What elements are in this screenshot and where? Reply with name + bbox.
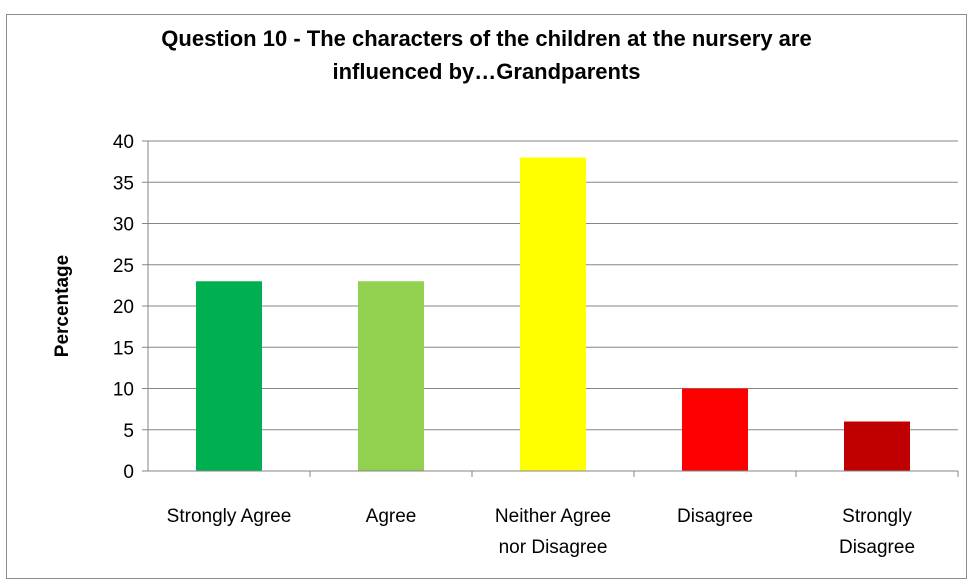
- y-tick-label: 0: [123, 462, 134, 483]
- bar: [520, 157, 586, 471]
- x-category-label: Neither Agree: [495, 506, 611, 527]
- x-category-label: Strongly: [842, 506, 912, 527]
- y-tick-label: 25: [113, 256, 134, 277]
- bar: [682, 388, 748, 471]
- y-tick-label: 40: [113, 132, 134, 153]
- y-axis-label: Percentage: [52, 255, 73, 357]
- y-tick-label: 20: [113, 297, 134, 318]
- x-category-label: Agree: [366, 506, 417, 527]
- y-tick-label: 10: [113, 380, 134, 401]
- y-tick-label: 5: [123, 421, 134, 442]
- x-category-label: Strongly Agree: [167, 506, 292, 527]
- bar: [358, 281, 424, 471]
- y-tick-label: 35: [113, 173, 134, 194]
- bar: [196, 281, 262, 471]
- x-category-label: Disagree: [677, 506, 753, 527]
- y-axis-ticks: 0 5 10 15 20 25 30 35 40: [113, 132, 148, 483]
- chart-frame: [6, 14, 967, 579]
- y-tick-label: 15: [113, 338, 134, 359]
- x-category-label: Disagree: [839, 537, 915, 558]
- bars: [196, 157, 910, 471]
- x-category-label: nor Disagree: [499, 537, 608, 558]
- y-tick-label: 30: [113, 215, 134, 236]
- chart-title-line-1: Question 10 - The characters of the chil…: [161, 26, 812, 51]
- x-axis-categories: Strongly Agree Agree Neither Agree nor Disa…: [167, 471, 959, 558]
- chart-title-line-2: influenced by…Grandparents: [332, 59, 641, 84]
- chart-title: Question 10 - The characters of the chil…: [0, 22, 973, 88]
- bar: [844, 421, 910, 471]
